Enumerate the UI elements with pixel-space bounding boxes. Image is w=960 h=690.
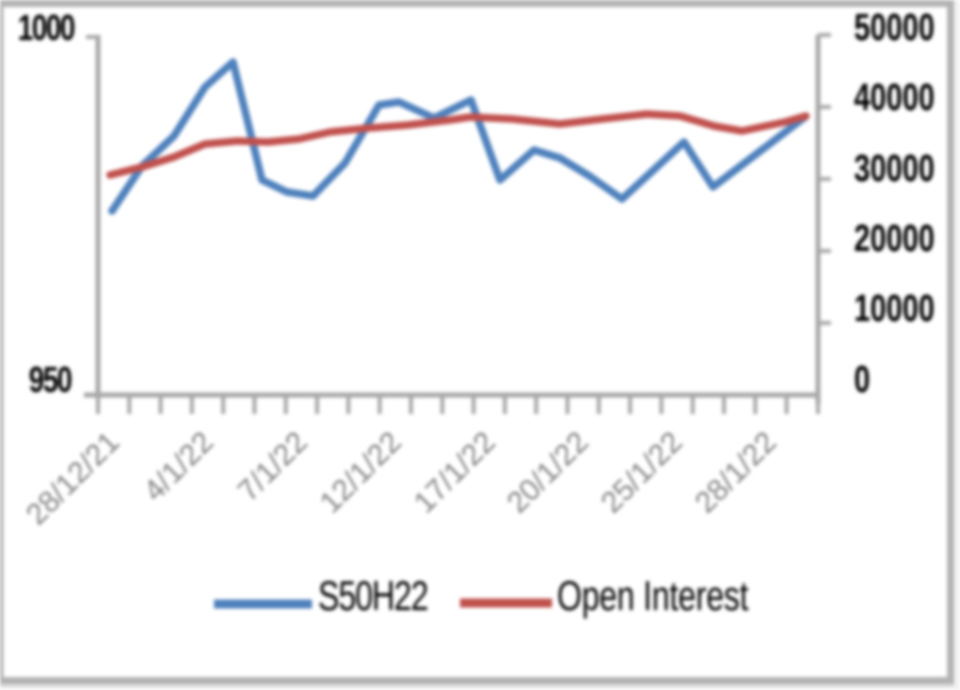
svg-text:40000: 40000: [854, 77, 935, 118]
svg-text:10000: 10000: [854, 288, 935, 329]
svg-text:1000: 1000: [18, 7, 75, 47]
svg-text:50000: 50000: [854, 7, 935, 48]
svg-text:Open Interest: Open Interest: [557, 572, 749, 619]
svg-text:S50H22: S50H22: [318, 572, 428, 619]
svg-text:30000: 30000: [854, 148, 935, 189]
svg-text:20000: 20000: [854, 218, 935, 259]
svg-text:0: 0: [854, 359, 870, 400]
svg-text:950: 950: [29, 359, 72, 399]
